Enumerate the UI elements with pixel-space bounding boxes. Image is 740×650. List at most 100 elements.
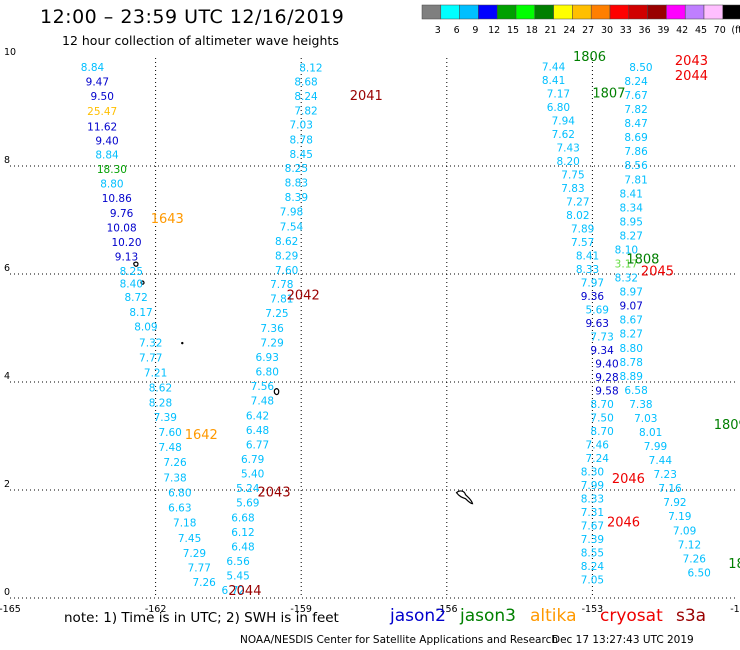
y-tick-label: 10 bbox=[4, 47, 16, 58]
wave-height-value: 7.27 bbox=[566, 196, 589, 208]
colorbar-label: 18 bbox=[526, 25, 538, 36]
wave-height-value: 9.34 bbox=[590, 345, 614, 357]
pass-time-label: 2043 bbox=[258, 485, 291, 500]
wave-height-value: 7.44 bbox=[542, 61, 566, 73]
island-outline bbox=[140, 280, 145, 285]
x-tick-label: -162 bbox=[145, 604, 167, 615]
wave-height-value: 9.63 bbox=[586, 318, 609, 330]
wave-height-value: 7.97 bbox=[581, 277, 604, 289]
wave-height-value: 7.09 bbox=[673, 525, 696, 537]
wave-height-value: 8.69 bbox=[624, 132, 647, 144]
wave-height-value: 7.16 bbox=[658, 483, 682, 495]
wave-height-value: 7.26 bbox=[683, 553, 707, 565]
wave-height-value: 8.24 bbox=[581, 561, 605, 573]
wave-height-value: 7.39 bbox=[154, 412, 177, 424]
wave-height-value: 7.23 bbox=[654, 469, 677, 481]
wave-height-value: 7.82 bbox=[624, 104, 647, 116]
pass-time-label: 18 bbox=[728, 557, 740, 572]
x-tick-label: -156 bbox=[436, 604, 458, 615]
wave-height-value: 8.32 bbox=[615, 273, 638, 285]
pass-time-label: 1809 bbox=[714, 418, 740, 433]
colorbar-label: 42 bbox=[676, 25, 688, 36]
y-tick-label: 8 bbox=[4, 155, 10, 166]
colorbar-label: 9 bbox=[472, 25, 478, 36]
wave-height-value: 9.76 bbox=[110, 208, 134, 220]
wave-height-value: 6.48 bbox=[246, 425, 269, 437]
wave-height-value: 8.41 bbox=[576, 250, 599, 262]
pass-time-label: 2045 bbox=[641, 265, 674, 280]
wave-height-value: 7.12 bbox=[678, 539, 701, 551]
pass-time-label: 2046 bbox=[607, 516, 640, 531]
wave-height-value: 5.69 bbox=[586, 304, 609, 316]
wave-height-value: 8.72 bbox=[124, 292, 147, 304]
wave-height-value: 6.48 bbox=[231, 541, 254, 553]
wave-height-value: 7.48 bbox=[158, 442, 181, 454]
wave-height-value: 7.32 bbox=[139, 337, 162, 349]
wave-height-value: 8.27 bbox=[620, 329, 643, 341]
wave-height-value: 25.47 bbox=[87, 106, 117, 118]
y-tick-label: 2 bbox=[4, 479, 10, 490]
wave-height-value: 7.38 bbox=[163, 472, 186, 484]
wave-height-value: 7.81 bbox=[270, 294, 293, 306]
pass-time-label: 2041 bbox=[350, 89, 383, 104]
wave-height-value: 7.26 bbox=[163, 457, 187, 469]
pass-time-label: 1642 bbox=[185, 428, 218, 443]
colorbar-label: 36 bbox=[639, 25, 651, 36]
wave-height-value: 6.80 bbox=[168, 487, 191, 499]
wave-height-value: 7.50 bbox=[590, 412, 613, 424]
wave-height-value: 8.78 bbox=[290, 134, 313, 146]
wave-height-value: 6.80 bbox=[547, 102, 570, 114]
wave-height-value: 6.79 bbox=[241, 454, 264, 466]
wave-height-value: 8.25 bbox=[120, 266, 143, 278]
wave-height-value: 7.60 bbox=[158, 427, 181, 439]
pass-time-label: 2044 bbox=[675, 69, 708, 84]
wave-height-value: 8.95 bbox=[620, 216, 643, 228]
colorbar-label: 21 bbox=[545, 25, 557, 36]
credit-line: NOAA/NESDIS Center for Satellite Applica… bbox=[240, 634, 558, 646]
wave-height-value: 8.47 bbox=[624, 118, 647, 130]
wave-height-value: 6.77 bbox=[246, 439, 269, 451]
generated-timestamp: Dec 17 13:27:43 UTC 2019 bbox=[552, 634, 694, 646]
colorbar-swatch bbox=[722, 4, 740, 20]
wave-height-value: 6.12 bbox=[231, 527, 254, 539]
wave-height-value: 7.98 bbox=[280, 207, 303, 219]
wave-height-value: 10.20 bbox=[111, 237, 141, 249]
legend-altika: altika bbox=[530, 606, 577, 626]
wave-height-value: 7.05 bbox=[581, 574, 604, 586]
wave-height-value: 7.77 bbox=[188, 563, 211, 575]
wave-height-value: 8.33 bbox=[581, 493, 604, 505]
wave-height-value: 10.86 bbox=[102, 193, 132, 205]
colorbar-label: 30 bbox=[601, 25, 613, 36]
colorbar-label: 39 bbox=[657, 25, 669, 36]
x-tick-label: -165 bbox=[0, 604, 21, 615]
wave-height-value: 3.17 bbox=[615, 259, 638, 271]
wave-height-value: 7.46 bbox=[586, 439, 610, 451]
pass-time-label: 2046 bbox=[612, 472, 645, 487]
chart-subtitle: 12 hour collection of altimeter wave hei… bbox=[62, 33, 339, 48]
x-tick-label: -15 bbox=[730, 604, 740, 615]
wave-height-value: 7.21 bbox=[144, 368, 167, 380]
wave-height-value: 8.83 bbox=[285, 178, 308, 190]
wave-height-value: 7.92 bbox=[663, 497, 686, 509]
wave-height-value: 7.48 bbox=[251, 396, 274, 408]
wave-height-value: 8.97 bbox=[620, 287, 643, 299]
wave-height-value: 7.29 bbox=[183, 548, 206, 560]
wave-height-value: 7.67 bbox=[581, 520, 604, 532]
wave-height-value: 7.19 bbox=[668, 511, 691, 523]
wave-height-value: 7.82 bbox=[294, 106, 317, 118]
pass-time-label: 2042 bbox=[287, 288, 320, 303]
wave-height-value: 5.40 bbox=[241, 469, 264, 481]
colorbar-label: 33 bbox=[620, 25, 632, 36]
colorbar-label: 12 bbox=[488, 25, 500, 36]
wave-height-value: 9.13 bbox=[115, 252, 138, 264]
island-outline bbox=[133, 261, 139, 267]
wave-height-value: 8.70 bbox=[590, 399, 613, 411]
wave-height-value: 7.78 bbox=[270, 279, 293, 291]
wave-height-value: 8.12 bbox=[299, 63, 322, 75]
wave-height-value: 8.39 bbox=[285, 192, 308, 204]
wave-height-value: 9.58 bbox=[595, 385, 618, 397]
wave-height-value: 8.80 bbox=[620, 343, 643, 355]
wave-height-value: 8.78 bbox=[620, 357, 643, 369]
wave-height-value: 18.30 bbox=[97, 164, 127, 176]
